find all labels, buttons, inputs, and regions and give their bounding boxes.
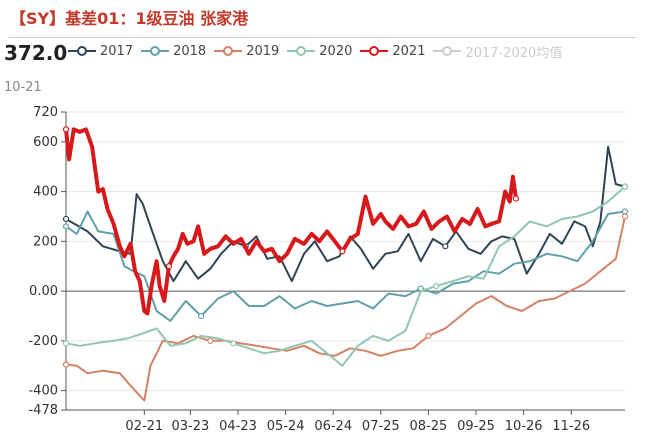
data-point — [62, 126, 70, 133]
data-point — [621, 208, 629, 215]
data-point — [425, 332, 432, 339]
legend-swatch-icon — [141, 46, 170, 56]
legend-label: 2021 — [392, 43, 426, 59]
data-point — [198, 312, 205, 320]
x-tick-label: 04-23 — [219, 419, 257, 434]
x-tick-label: 02-21 — [125, 419, 163, 434]
x-axis: 02-21 03-23 04-23 05-24 06-24 07-25 08-25 09-25… — [66, 409, 625, 434]
legend-label: 2020 — [319, 43, 353, 59]
y-tick-label: -478 — [28, 403, 58, 418]
legend-item-2017-2020均值[interactable]: 2017-2020均值 — [433, 42, 562, 61]
x-tick-label: 05-24 — [267, 419, 305, 434]
data-point — [433, 283, 440, 290]
x-tick-label: 03-23 — [172, 419, 210, 434]
data-point — [621, 213, 629, 220]
legend-swatch-icon — [433, 46, 462, 56]
legend-swatch-icon — [360, 46, 389, 56]
x-tick-label: 06-24 — [314, 419, 352, 434]
legend: 2017 2018 2019 2020 2021 2017-2020均值 — [68, 40, 570, 62]
y-tick-label: 200 — [33, 234, 58, 249]
legend-swatch-icon — [287, 46, 316, 56]
x-tick-label: 09-25 — [457, 419, 495, 434]
x-tick-label: 08-25 — [410, 419, 448, 434]
y-axis: 720 600 400 200 0.00 -200 -400 -478 — [28, 105, 67, 418]
legend-swatch-icon — [68, 46, 96, 56]
current-value: 372.0 — [4, 41, 68, 65]
data-point — [207, 337, 214, 344]
legend-label: 2017-2020均值 — [465, 45, 563, 61]
chart-title: 【SY】基差01：1级豆油 张家港 — [10, 9, 249, 28]
data-point — [230, 340, 237, 347]
data-point — [62, 340, 70, 347]
legend-label: 2018 — [173, 43, 207, 59]
series-line-2021 — [64, 127, 518, 316]
data-point — [62, 361, 70, 368]
data-point — [62, 215, 70, 223]
x-tick-label: 10-26 — [505, 419, 543, 434]
series-line-2017 — [65, 145, 626, 283]
x-tick-label: 11-26 — [552, 419, 590, 434]
y-tick-label: -200 — [28, 334, 58, 349]
legend-item-2017[interactable]: 2017 — [68, 44, 133, 59]
data-point — [442, 243, 449, 250]
title-divider — [8, 37, 636, 38]
y-tick-label: 0.00 — [29, 284, 58, 299]
data-point — [165, 263, 172, 270]
series-line-2020 — [65, 185, 626, 367]
series-group — [62, 126, 629, 402]
legend-swatch-icon — [214, 46, 243, 56]
legend-item-2018[interactable]: 2018 — [141, 44, 206, 59]
legend-label: 2019 — [246, 43, 280, 59]
data-point — [621, 183, 629, 190]
data-point — [512, 195, 520, 202]
x-tick-label: 07-25 — [362, 419, 400, 434]
legend-item-2020[interactable]: 2020 — [287, 44, 352, 59]
y-tick-label: 600 — [33, 135, 58, 150]
y-tick-label: -400 — [28, 384, 58, 399]
data-point — [62, 223, 70, 230]
current-date: 10-21 — [4, 80, 42, 95]
y-tick-label: 400 — [33, 185, 58, 200]
y-tick-label: 720 — [33, 105, 58, 120]
legend-label: 2017 — [100, 43, 134, 59]
legend-item-2021[interactable]: 2021 — [360, 44, 425, 59]
legend-item-2019[interactable]: 2019 — [214, 44, 279, 59]
data-point — [339, 248, 346, 255]
